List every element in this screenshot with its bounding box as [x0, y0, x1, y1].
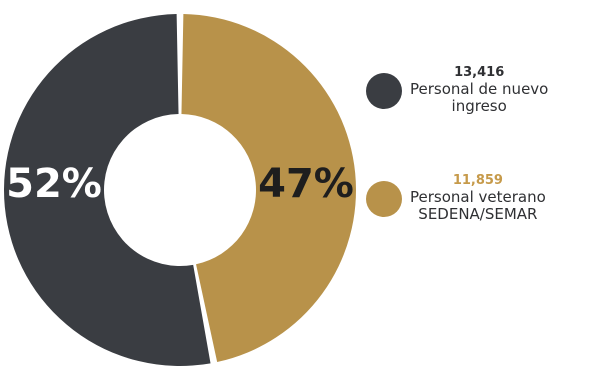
legend-text-nuevo-ingreso: 13,416 Personal de nuevo ingreso	[410, 65, 549, 116]
legend-value-nuevo-ingreso: 13,416	[454, 65, 505, 80]
legend-text-veterano: 11,859 Personal veterano SEDENA/SEMAR	[410, 173, 546, 224]
legend-item-nuevo-ingreso: 13,416 Personal de nuevo ingreso	[366, 65, 549, 116]
legend-swatch-veterano	[366, 180, 402, 217]
legend-label-nuevo-ingreso: Personal de nuevo ingreso	[410, 79, 549, 116]
legend-value-veterano: 11,859	[452, 173, 503, 188]
percent-label-nuevo-ingreso: 52%	[6, 161, 102, 207]
percent-label-veterano: 47%	[258, 161, 354, 207]
legend-item-veterano: 11,859 Personal veterano SEDENA/SEMAR	[366, 173, 546, 224]
legend-label-veterano: Personal veterano SEDENA/SEMAR	[410, 187, 546, 224]
donut-slice-nuevo-ingreso	[3, 14, 211, 366]
donut-slice-veterano	[181, 14, 357, 363]
legend-swatch-nuevo-ingreso	[366, 72, 402, 109]
